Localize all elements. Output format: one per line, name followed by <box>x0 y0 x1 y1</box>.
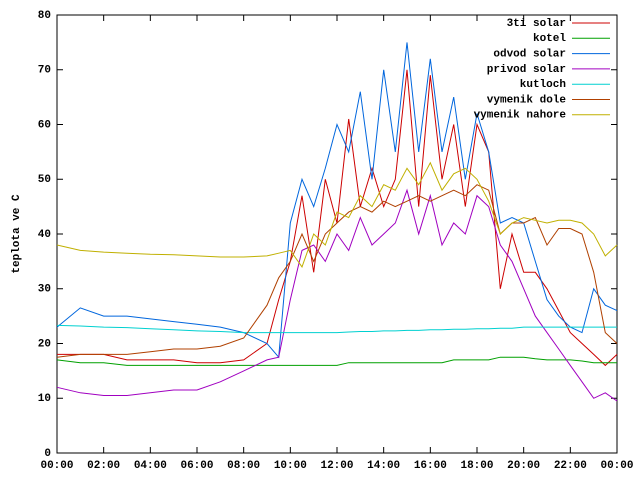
x-tick-label: 22:00 <box>554 460 587 472</box>
y-tick-label: 60 <box>38 119 51 131</box>
series-line <box>56 161 618 268</box>
legend-label: kotel <box>533 33 566 45</box>
y-axis-label: teplota ve C <box>11 194 23 274</box>
legend-label: privod solar <box>487 64 566 76</box>
series-line <box>56 42 618 359</box>
x-tick-label: 18:00 <box>460 460 493 472</box>
y-tick-label: 30 <box>38 284 51 296</box>
x-tick-label: 16:00 <box>414 460 447 472</box>
x-tick-label: 02:00 <box>87 460 120 472</box>
x-tick-label: 12:00 <box>320 460 353 472</box>
y-tick-label: 10 <box>38 393 51 405</box>
x-tick-label: 10:00 <box>274 460 307 472</box>
series-line <box>56 324 617 334</box>
legend-label: 3ti solar <box>507 18 566 30</box>
y-tick-label: 20 <box>38 338 51 350</box>
series-line <box>56 188 618 402</box>
x-tick-label: 04:00 <box>134 460 167 472</box>
y-tick-label: 40 <box>38 229 51 241</box>
legend-label: vymenik nahore <box>474 110 567 122</box>
legend-label: vymenik dole <box>487 94 567 106</box>
y-tick-label: 50 <box>38 174 51 186</box>
x-tick-label: 08:00 <box>227 460 260 472</box>
legend-label: odvod solar <box>493 49 566 61</box>
y-tick-label: 0 <box>44 448 51 460</box>
y-tick-label: 70 <box>38 65 51 77</box>
x-tick-label: 06:00 <box>180 460 213 472</box>
x-tick-label: 14:00 <box>367 460 400 472</box>
x-tick-label: 00:00 <box>40 460 73 472</box>
legend-label: kutloch <box>520 79 566 91</box>
series-line <box>56 356 617 366</box>
series-line <box>56 184 618 358</box>
x-tick-label: 00:00 <box>600 460 633 472</box>
x-tick-label: 20:00 <box>507 460 540 472</box>
y-tick-label: 80 <box>38 10 51 22</box>
